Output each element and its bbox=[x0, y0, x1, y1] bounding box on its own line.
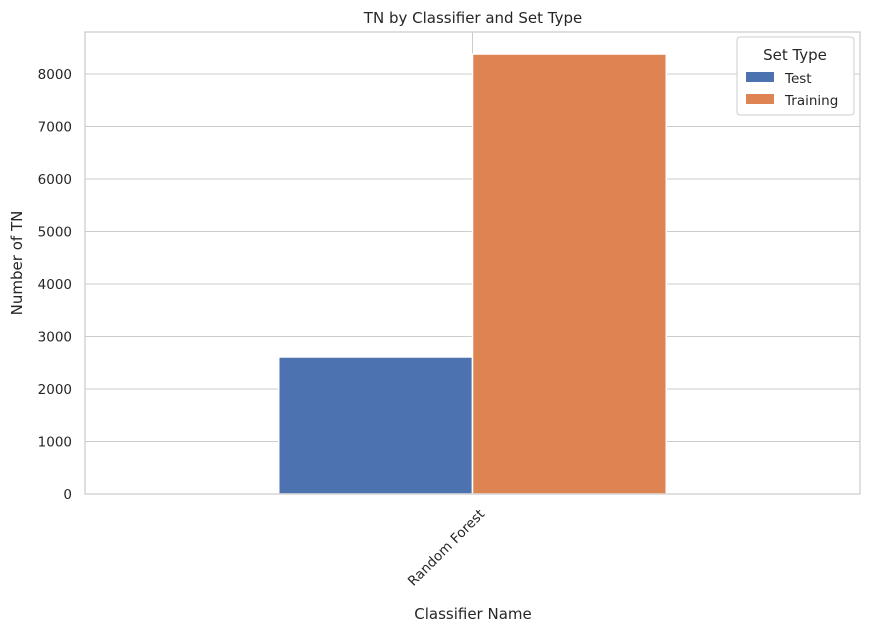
y-tick-label: 5000 bbox=[38, 225, 72, 241]
legend-title: Set Type bbox=[763, 46, 827, 64]
x-axis-ticks: Random Forest bbox=[405, 506, 488, 589]
y-tick-label: 0 bbox=[63, 487, 72, 503]
legend-items: Test Training bbox=[746, 71, 838, 109]
legend-swatch-test bbox=[746, 72, 774, 82]
bar-test bbox=[278, 356, 474, 495]
y-tick-label: 6000 bbox=[38, 172, 72, 188]
legend-label-training: Training bbox=[784, 93, 838, 109]
legend-swatch-training bbox=[746, 94, 774, 104]
bar-training bbox=[471, 53, 667, 495]
plot-frame bbox=[84, 31, 861, 495]
y-tick-label: 3000 bbox=[38, 330, 72, 346]
y-axis-ticks: 0 1000 2000 3000 4000 5000 6000 7000 8000 bbox=[38, 67, 72, 503]
x-axis-label: Classifier Name bbox=[414, 605, 532, 623]
x-tick-label: Random Forest bbox=[405, 506, 488, 589]
y-tick-label: 2000 bbox=[38, 382, 72, 398]
chart-title: TN by Classifier and Set Type bbox=[363, 9, 582, 27]
y-tick-label: 7000 bbox=[38, 120, 72, 136]
y-tick-label: 1000 bbox=[38, 435, 72, 451]
y-tick-label: 4000 bbox=[38, 277, 72, 293]
legend: Set Type Test Training bbox=[736, 36, 855, 116]
bars bbox=[278, 53, 667, 495]
y-axis-label: Number of TN bbox=[8, 211, 26, 316]
legend-label-test: Test bbox=[784, 71, 812, 87]
y-tick-label: 8000 bbox=[38, 67, 72, 83]
